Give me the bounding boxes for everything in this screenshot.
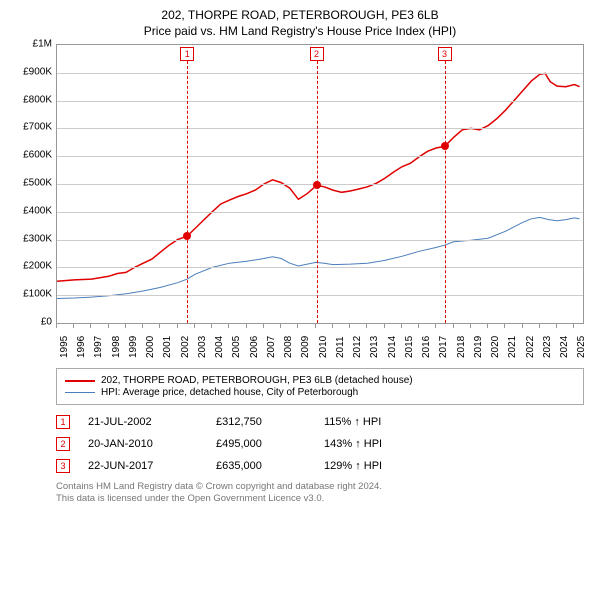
plot-region: 1 2 3 (56, 44, 584, 324)
sale-pct: 115% ↑ HPI (324, 416, 424, 428)
title-line-2: Price paid vs. HM Land Registry's House … (12, 24, 588, 38)
sale-marker-dot (183, 232, 191, 240)
sale-row: 1 21-JUL-2002 £312,750 115% ↑ HPI (56, 415, 584, 429)
x-tick-label: 1999 (128, 336, 139, 358)
x-tick-label: 2003 (197, 336, 208, 358)
x-tick-label: 2020 (490, 336, 501, 358)
x-tick-label: 2017 (438, 336, 449, 358)
x-tick-label: 2014 (387, 336, 398, 358)
x-axis: 1995 1996 1997 1998 1999 2000 2001 2002 2003 2004… (56, 324, 584, 364)
x-tick-label: 2021 (507, 336, 518, 358)
y-tick-label: £900K (12, 66, 52, 77)
sale-marker-line (187, 61, 188, 323)
legend: 202, THORPE ROAD, PETERBOROUGH, PE3 6LB … (56, 368, 584, 405)
sale-marker-line (317, 61, 318, 323)
series-property_price (57, 73, 580, 281)
x-tick-label: 2001 (162, 336, 173, 358)
series-hpi (57, 217, 580, 298)
footer-attribution: Contains HM Land Registry data © Crown c… (56, 481, 584, 506)
x-tick-label: 2011 (335, 336, 346, 358)
legend-swatch (65, 392, 95, 393)
sale-marker-dot (441, 142, 449, 150)
x-tick-label: 1997 (93, 336, 104, 358)
sale-marker-box: 1 (180, 47, 194, 61)
x-tick-label: 2019 (473, 336, 484, 358)
sale-row-marker: 3 (56, 459, 70, 473)
legend-swatch (65, 380, 95, 382)
sale-marker-line (445, 61, 446, 323)
sale-marker-dot (313, 181, 321, 189)
footer-line-2: This data is licensed under the Open Gov… (56, 493, 584, 505)
chart-area: 1 2 3 1995 1996 1997 1998 1999 2000 2001 2002 2003… (56, 44, 584, 364)
y-tick-label: £700K (12, 122, 52, 133)
x-tick-label: 2002 (180, 336, 191, 358)
sale-pct: 143% ↑ HPI (324, 438, 424, 450)
x-tick-label: 2010 (318, 336, 329, 358)
x-tick-label: 2016 (421, 336, 432, 358)
title-line-1: 202, THORPE ROAD, PETERBOROUGH, PE3 6LB (12, 8, 588, 22)
sales-list: 1 21-JUL-2002 £312,750 115% ↑ HPI 2 20-JAN-20… (56, 415, 584, 473)
sale-row: 3 22-JUN-2017 £635,000 129% ↑ HPI (56, 459, 584, 473)
y-tick-label: £0 (12, 317, 52, 328)
sale-price: £495,000 (216, 438, 306, 450)
x-tick-label: 2025 (576, 336, 587, 358)
x-tick-label: 2012 (352, 336, 363, 358)
y-tick-label: £300K (12, 233, 52, 244)
x-tick-label: 2006 (249, 336, 260, 358)
x-tick-label: 2007 (266, 336, 277, 358)
sale-row-marker: 1 (56, 415, 70, 429)
sale-row-marker: 2 (56, 437, 70, 451)
y-tick-label: £200K (12, 261, 52, 272)
x-tick-label: 2005 (231, 336, 242, 358)
legend-label: 202, THORPE ROAD, PETERBOROUGH, PE3 6LB … (101, 375, 413, 386)
sale-marker-box: 3 (438, 47, 452, 61)
x-tick-label: 2000 (145, 336, 156, 358)
x-tick-label: 1995 (59, 336, 70, 358)
legend-label: HPI: Average price, detached house, City… (101, 387, 358, 398)
sale-date: 22-JUN-2017 (88, 460, 198, 472)
x-tick-label: 2023 (542, 336, 553, 358)
x-tick-label: 2022 (525, 336, 536, 358)
y-tick-label: £800K (12, 94, 52, 105)
x-tick-label: 1998 (111, 336, 122, 358)
x-tick-label: 2015 (404, 336, 415, 358)
y-tick-label: £400K (12, 205, 52, 216)
y-tick-label: £600K (12, 150, 52, 161)
sale-date: 20-JAN-2010 (88, 438, 198, 450)
y-tick-label: £1M (12, 39, 52, 50)
x-tick-label: 2004 (214, 336, 225, 358)
x-tick-label: 2008 (283, 336, 294, 358)
y-tick-label: £100K (12, 289, 52, 300)
x-tick-label: 2009 (300, 336, 311, 358)
x-tick-label: 1996 (76, 336, 87, 358)
legend-item: 202, THORPE ROAD, PETERBOROUGH, PE3 6LB … (65, 375, 575, 386)
sale-date: 21-JUL-2002 (88, 416, 198, 428)
sale-price: £635,000 (216, 460, 306, 472)
x-tick-label: 2013 (369, 336, 380, 358)
x-tick-label: 2018 (456, 336, 467, 358)
sale-pct: 129% ↑ HPI (324, 460, 424, 472)
legend-item: HPI: Average price, detached house, City… (65, 387, 575, 398)
sale-price: £312,750 (216, 416, 306, 428)
footer-line-1: Contains HM Land Registry data © Crown c… (56, 481, 584, 493)
sale-marker-box: 2 (310, 47, 324, 61)
sale-row: 2 20-JAN-2010 £495,000 143% ↑ HPI (56, 437, 584, 451)
x-tick-label: 2024 (559, 336, 570, 358)
y-tick-label: £500K (12, 178, 52, 189)
